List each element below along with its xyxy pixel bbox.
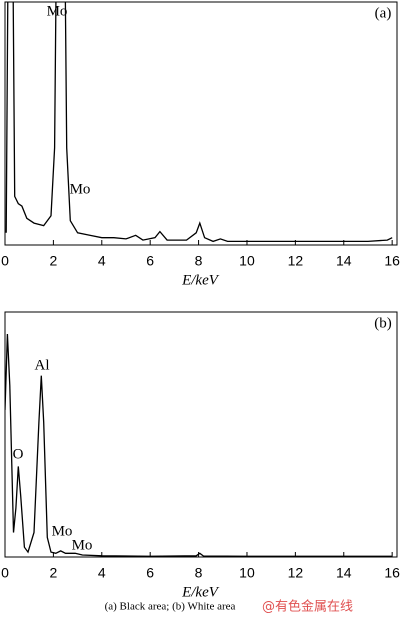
x-axis-label: E/keV [181, 272, 220, 288]
annotation: Mo [47, 3, 68, 19]
x-tick-label: 8 [195, 253, 203, 269]
annotation: Mo [52, 523, 73, 539]
x-tick-label: 4 [98, 565, 106, 581]
x-tick-label: 8 [195, 565, 203, 581]
x-tick-label: 6 [146, 253, 154, 269]
x-tick-label: 12 [288, 253, 304, 269]
x-tick-label: 2 [49, 253, 57, 269]
plot-frame [4, 311, 398, 558]
annotation: O [13, 446, 24, 462]
annotation: Al [35, 357, 50, 373]
panel-label: (a) [375, 5, 392, 21]
caption: (a) Black area; (b) White area [105, 601, 236, 613]
x-tick-label: 0 [1, 565, 9, 581]
x-tick-label: 14 [336, 565, 352, 581]
x-axis-label: E/keV [181, 584, 220, 600]
x-tick-label: 0 [1, 253, 9, 269]
annotation: Mo [72, 537, 93, 553]
spectrum-line [5, 2, 393, 243]
plot-frame [4, 1, 398, 246]
x-tick-label: 2 [49, 565, 57, 581]
x-tick-label: 6 [146, 565, 154, 581]
panel-label: (b) [374, 315, 392, 331]
x-tick-label: 16 [384, 253, 400, 269]
x-tick-label: 12 [288, 565, 304, 581]
x-tick-label: 16 [384, 565, 400, 581]
spectrum-line [5, 333, 393, 557]
x-tick-label: 14 [336, 253, 352, 269]
annotation: Mo [70, 181, 91, 197]
watermark: @有色金属在线 [262, 599, 353, 615]
x-tick-label: 10 [239, 253, 255, 269]
x-tick-label: 4 [98, 253, 106, 269]
x-tick-label: 10 [239, 565, 255, 581]
